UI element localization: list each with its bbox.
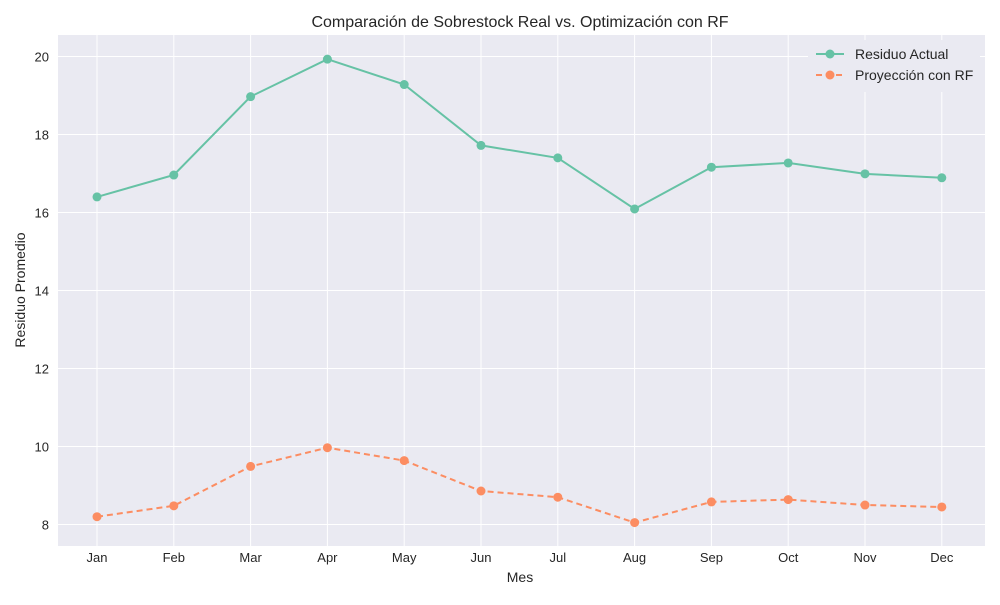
x-axis-label: Mes [507,569,533,585]
grid-lines [58,35,985,546]
data-point-series-1 [937,502,947,512]
data-point-series-0 [937,173,947,183]
data-point-series-1 [322,443,332,453]
y-axis-label: Residuo Promedio [12,232,28,347]
series-layer [92,54,947,528]
x-tick-label: Jul [549,550,566,565]
data-point-series-1 [246,461,256,471]
data-point-series-1 [860,500,870,510]
data-point-series-0 [783,158,793,168]
y-tick-label: 20 [35,49,49,64]
x-tick-label: May [392,550,417,565]
data-point-series-1 [706,497,716,507]
tick-labels: Jan Feb Mar Apr May Jun Jul Aug Sep Oct Nov Dec 8 10 1… [35,49,954,565]
data-point-series-0 [476,140,486,150]
y-tick-label: 18 [35,127,49,142]
data-point-series-0 [706,162,716,172]
data-point-series-1 [630,518,640,528]
x-tick-label: Jan [87,550,108,565]
y-tick-label: 14 [35,284,49,299]
data-point-series-1 [476,486,486,496]
x-tick-label: Jun [471,550,492,565]
legend-box [808,40,980,92]
chart-title: Comparación de Sobrestock Real vs. Optim… [311,14,728,31]
x-tick-label: Dec [930,550,954,565]
data-point-series-1 [169,501,179,511]
data-point-series-1 [92,512,102,522]
data-point-series-0 [399,80,409,90]
legend-label-residuo-actual: Residuo Actual [855,46,948,62]
data-point-series-0 [169,170,179,180]
legend-marker-residuo-actual [825,49,835,59]
series-line-1 [96,446,942,524]
x-tick-label: Oct [778,550,799,565]
legend-marker-proyeccion-rf [825,70,835,80]
data-point-series-0 [553,153,563,163]
x-tick-label: Feb [163,550,185,565]
data-point-series-0 [92,192,102,202]
x-tick-label: Aug [623,550,646,565]
x-tick-label: Apr [317,550,338,565]
y-tick-label: 8 [42,518,49,533]
legend-label-proyeccion-rf: Proyección con RF [855,67,973,83]
legend: Residuo Actual Proyección con RF [808,40,980,92]
data-point-series-0 [860,169,870,179]
data-point-series-1 [399,456,409,466]
data-point-series-0 [322,54,332,64]
x-tick-label: Nov [853,550,877,565]
data-point-series-1 [783,495,793,505]
data-point-series-0 [246,92,256,102]
x-tick-label: Mar [239,550,262,565]
data-point-series-0 [630,204,640,214]
y-tick-label: 10 [35,440,49,455]
y-tick-label: 16 [35,205,49,220]
y-tick-label: 12 [35,362,49,377]
series-line-0 [96,58,942,211]
x-tick-label: Sep [700,550,723,565]
data-point-series-1 [553,492,563,502]
